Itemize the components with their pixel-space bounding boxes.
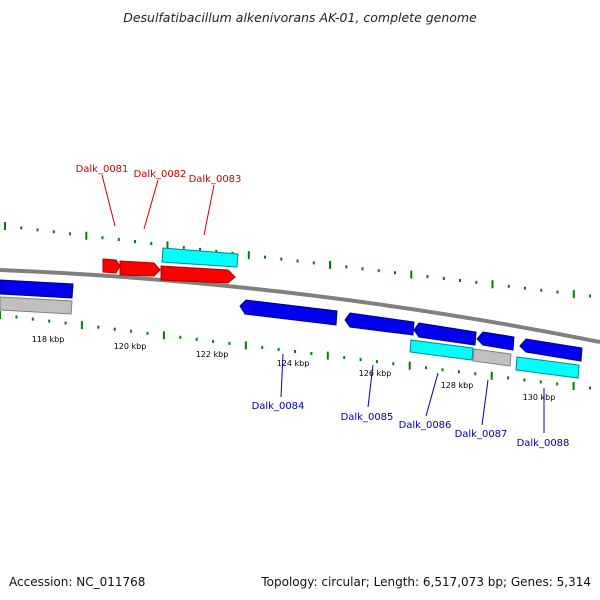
gene-label-dalk-0081[interactable]: Dalk_0081 [76,164,129,175]
leader-line-dalk-0081 [101,174,116,227]
gene-arrow-dalk-0087[interactable] [476,331,515,351]
gene-label-dalk-0086[interactable]: Dalk_0086 [399,420,452,431]
leader-line-dalk-0082 [143,179,159,230]
leader-line-dalk-0083 [203,184,215,236]
kbp-label-118: 118 kbp [32,335,65,344]
gene-arrow-dalk-0083[interactable] [160,265,236,284]
upper-tick-row [4,222,591,299]
kbp-label-124: 124 kbp [277,359,310,368]
accession-text: Accession: NC_011768 [9,575,145,589]
leader-line-dalk-0085 [367,364,374,408]
gene-arrow-dalk-0082[interactable] [119,260,161,277]
genome-backbone [0,268,600,344]
gene-box-dalk-0088-cyan[interactable] [515,356,580,379]
kbp-label-122: 122 kbp [196,350,229,359]
kbp-label-130: 130 kbp [523,393,556,402]
kbp-label-128: 128 kbp [441,381,474,390]
leader-line-dalk-0084 [280,353,284,398]
gene-arrow-dalk-0081[interactable] [102,258,121,274]
gene-arrow-left-partial[interactable] [0,279,74,299]
gene-label-dalk-0087[interactable]: Dalk_0087 [455,429,508,440]
gene-label-dalk-0082[interactable]: Dalk_0082 [134,169,187,180]
gene-arrow-dalk-0088[interactable] [519,338,583,362]
gene-label-dalk-0085[interactable]: Dalk_0085 [341,412,394,423]
gene-box-dalk-0087-gray[interactable] [472,348,512,367]
gene-label-dalk-0088[interactable]: Dalk_0088 [517,438,570,449]
gene-box-dalk-0083-cyan[interactable] [161,247,239,268]
gene-arrow-dalk-0086[interactable] [413,322,477,346]
genome-summary-text: Topology: circular; Length: 6,517,073 bp… [260,575,591,589]
leader-line-dalk-0086 [425,372,439,417]
gene-label-dalk-0084[interactable]: Dalk_0084 [252,401,305,412]
genome-title: Desulfatibacillum alkenivorans AK-01, co… [123,10,477,25]
gene-arrow-dalk-0085[interactable] [344,312,415,336]
kbp-label-120: 120 kbp [114,342,147,351]
gene-box-left-partial-gray[interactable] [0,296,73,315]
kbp-label-126: 126 kbp [359,369,392,378]
gene-box-dalk-0086-cyan[interactable] [409,339,474,361]
leader-line-dalk-0087 [481,379,489,426]
lower-tick-row [0,311,591,390]
gene-arrow-dalk-0084[interactable] [239,299,338,326]
gene-label-dalk-0083[interactable]: Dalk_0083 [189,174,242,185]
